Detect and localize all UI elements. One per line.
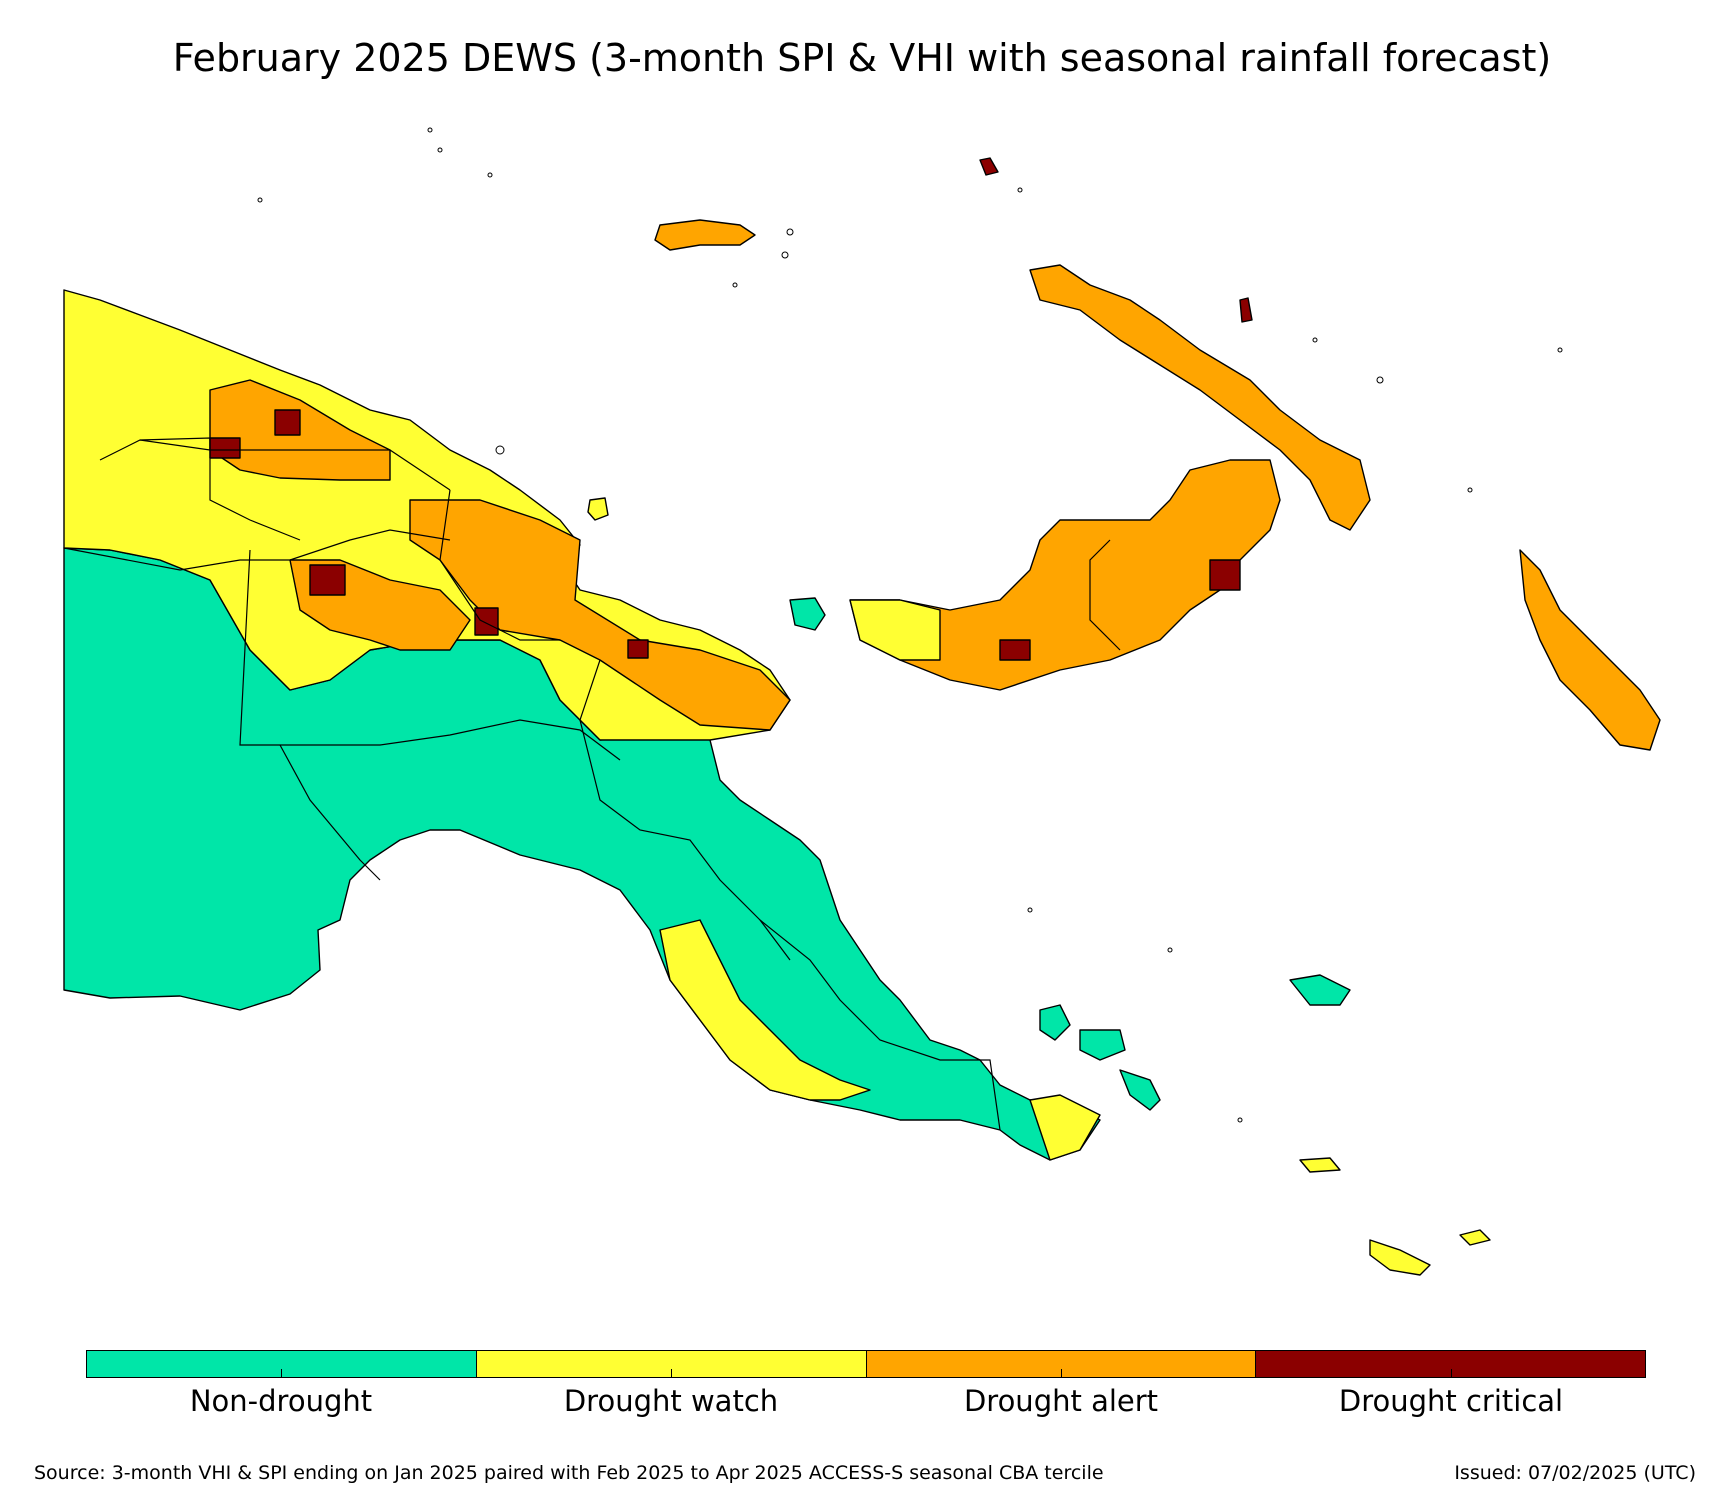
island-north-small-2 <box>1239 297 1253 323</box>
legend-swatch-drought-critical <box>1256 1351 1645 1377</box>
umboi-island <box>789 597 826 631</box>
island-se-2 <box>1459 1229 1491 1246</box>
legend-swatch-drought-watch <box>476 1351 867 1377</box>
new-britain-critical <box>999 639 1031 661</box>
island-ne-1 <box>1289 974 1351 1006</box>
border-7 <box>99 439 451 491</box>
border-6 <box>439 489 560 641</box>
legend-swatch-drought-alert <box>866 1351 1257 1377</box>
legend-label-drought-alert: Drought alert <box>963 1384 1159 1418</box>
critical-patch-5 <box>627 639 649 659</box>
legend-label-drought-watch: Drought watch <box>563 1384 779 1418</box>
border-9 <box>1089 539 1121 651</box>
border-8 <box>759 919 1001 1131</box>
border-2 <box>139 437 301 541</box>
critical-patch-1 <box>274 409 301 436</box>
island-mid-1 <box>1039 1004 1071 1041</box>
legend-swatch-non-drought <box>87 1351 477 1377</box>
issued-date: Issued: 07/02/2025 (UTC) <box>1454 1462 1696 1484</box>
new-britain-west-watch <box>849 599 941 661</box>
new-britain <box>849 459 1281 691</box>
map-title: February 2025 DEWS (3-month SPI & VHI wi… <box>172 36 1552 80</box>
island-se-3 <box>1299 1157 1341 1173</box>
legend-labels: Non-drought Drought watch Drought alert … <box>86 1384 1646 1418</box>
border-4 <box>279 744 381 881</box>
island-north-small-1 <box>979 157 999 176</box>
bougainville <box>1519 549 1661 751</box>
new-ireland <box>1029 264 1371 531</box>
critical-patch-2 <box>209 437 241 459</box>
manus-island <box>654 219 756 251</box>
border-1 <box>63 529 451 571</box>
north-alert-patch-2 <box>409 499 791 731</box>
southeast-watch-patch <box>659 919 871 1101</box>
critical-patch-4 <box>474 607 499 636</box>
new-britain-critical-2 <box>1209 559 1241 591</box>
critical-patch-3 <box>309 564 346 596</box>
legend-label-non-drought: Non-drought <box>189 1384 373 1418</box>
karkar-island <box>587 497 609 521</box>
island-se-1 <box>1369 1239 1431 1276</box>
border-5 <box>579 659 791 961</box>
legend-colorbar <box>86 1350 1646 1378</box>
island-mid-2 <box>1079 1029 1126 1061</box>
tip-watch-patch <box>1029 1094 1101 1161</box>
island-mid-3 <box>1119 1069 1161 1111</box>
source-note: Source: 3-month VHI & SPI ending on Jan … <box>34 1462 1104 1484</box>
border-3 <box>239 549 621 761</box>
legend-label-drought-critical: Drought critical <box>1338 1384 1564 1418</box>
